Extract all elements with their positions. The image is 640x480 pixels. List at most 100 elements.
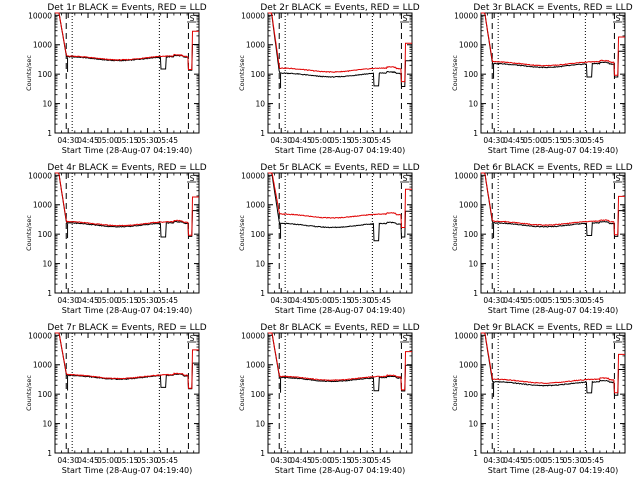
x-tick-label: 04:30 xyxy=(57,136,79,145)
y-tick-label: 1 xyxy=(47,129,52,138)
y-tick-label: 1 xyxy=(47,449,52,458)
y-tick-label: 10000 xyxy=(28,171,52,180)
y-axis-label: Counts/sec xyxy=(238,55,246,91)
y-tick-label: 10 xyxy=(255,100,265,109)
panel-title: Det 1r BLACK = Events, RED = LLD xyxy=(47,3,206,13)
x-tick-label: 05:45 xyxy=(369,296,391,305)
x-tick-label: 05:15 xyxy=(330,136,352,145)
detector-panel: Det 3r BLACK = Events, RED = LLD 1 10 100 10… xyxy=(451,3,633,155)
y-tick-label: 1 xyxy=(47,289,52,298)
x-tick-label: 05:30 xyxy=(350,296,372,305)
x-tick-label: 05:00 xyxy=(523,456,545,465)
y-tick-label: 10 xyxy=(42,260,52,269)
y-tick-label: 100 xyxy=(464,70,479,79)
y-axis-label: Counts/sec xyxy=(238,215,246,251)
detector-panel: Det 7r BLACK = Events, RED = LLD 1 10 100 10… xyxy=(25,323,207,475)
plot-frame xyxy=(267,332,413,454)
y-tick-label: 100 xyxy=(464,390,479,399)
corner-marker: S xyxy=(616,14,621,23)
y-tick-label: 1000 xyxy=(459,361,478,370)
panel-title: Det 9r BLACK = Events, RED = LLD xyxy=(473,323,632,333)
x-tick-label: 05:45 xyxy=(369,456,391,465)
x-tick-label: 04:30 xyxy=(57,296,79,305)
x-tick-label: 05:15 xyxy=(543,136,565,145)
x-tick-label: 05:00 xyxy=(523,296,545,305)
y-tick-label: 10000 xyxy=(454,171,478,180)
plot-frame xyxy=(480,12,626,134)
y-tick-label: 1000 xyxy=(33,201,52,210)
x-tick-label: 05:00 xyxy=(310,136,332,145)
x-tick-label: 05:00 xyxy=(97,296,119,305)
lld-series-line xyxy=(268,172,412,228)
x-tick-label: 05:15 xyxy=(330,296,352,305)
x-tick-label: 04:30 xyxy=(483,456,505,465)
x-tick-label: 05:45 xyxy=(582,136,604,145)
y-tick-label: 10 xyxy=(42,100,52,109)
plot-frame xyxy=(54,172,200,294)
plot-frame xyxy=(480,332,626,454)
lld-series-line xyxy=(481,172,625,236)
y-tick-label: 10 xyxy=(468,420,478,429)
y-tick-label: 1000 xyxy=(246,41,265,50)
x-tick-label: 05:45 xyxy=(582,296,604,305)
detector-panel: Det 4r BLACK = Events, RED = LLD 1 10 100 10… xyxy=(25,163,207,315)
panel-title: Det 6r BLACK = Events, RED = LLD xyxy=(473,163,632,173)
panel-title: Det 4r BLACK = Events, RED = LLD xyxy=(47,163,206,173)
x-tick-label: 05:30 xyxy=(563,136,585,145)
lld-series-line xyxy=(268,12,412,83)
x-tick-label: 04:45 xyxy=(290,296,312,305)
y-tick-label: 100 xyxy=(251,390,266,399)
corner-marker: S xyxy=(190,174,195,183)
y-axis-label: Counts/sec xyxy=(451,215,459,251)
events-series-line xyxy=(481,332,625,396)
x-tick-label: 04:45 xyxy=(77,136,99,145)
plot-frame xyxy=(54,332,200,454)
corner-marker: S xyxy=(190,14,195,23)
x-tick-label: 04:30 xyxy=(270,136,292,145)
x-tick-label: 04:30 xyxy=(270,456,292,465)
x-tick-label: 04:45 xyxy=(503,136,525,145)
x-tick-label: 05:30 xyxy=(137,136,159,145)
y-tick-label: 1 xyxy=(260,289,265,298)
x-axis-label: Start Time (28-Aug-07 04:19:40) xyxy=(62,306,193,315)
panel-title: Det 8r BLACK = Events, RED = LLD xyxy=(260,323,419,333)
detector-panel: Det 2r BLACK = Events, RED = LLD 1 10 100 10… xyxy=(238,3,420,155)
events-series-line xyxy=(481,172,625,237)
x-tick-label: 05:30 xyxy=(563,296,585,305)
y-tick-label: 10 xyxy=(255,260,265,269)
lld-series-line xyxy=(55,172,199,236)
x-axis-label: Start Time (28-Aug-07 04:19:40) xyxy=(62,146,193,155)
events-series-line xyxy=(481,12,625,78)
x-tick-label: 05:00 xyxy=(310,296,332,305)
x-tick-label: 05:15 xyxy=(117,136,139,145)
panel-title: Det 2r BLACK = Events, RED = LLD xyxy=(260,3,419,13)
x-tick-label: 04:45 xyxy=(77,296,99,305)
y-tick-label: 100 xyxy=(251,230,266,239)
plot-frame xyxy=(480,172,626,294)
x-tick-label: 04:45 xyxy=(290,136,312,145)
events-series-line xyxy=(268,172,412,242)
x-tick-label: 05:45 xyxy=(156,296,178,305)
x-tick-label: 04:30 xyxy=(57,456,79,465)
lld-series-line xyxy=(481,12,625,76)
corner-marker: S xyxy=(190,334,195,343)
corner-marker: S xyxy=(403,14,408,23)
lld-series-line xyxy=(268,332,412,391)
y-tick-label: 10000 xyxy=(28,331,52,340)
x-tick-label: 04:45 xyxy=(503,456,525,465)
x-tick-label: 05:00 xyxy=(97,136,119,145)
detector-panel: Det 9r BLACK = Events, RED = LLD 1 10 100 10… xyxy=(451,323,633,475)
x-tick-label: 05:00 xyxy=(310,456,332,465)
plot-frame xyxy=(267,172,413,294)
y-axis-label: Counts/sec xyxy=(238,375,246,411)
lld-series-line xyxy=(481,332,625,394)
y-tick-label: 1000 xyxy=(33,361,52,370)
y-tick-label: 10 xyxy=(468,100,478,109)
y-tick-label: 1 xyxy=(473,129,478,138)
x-tick-label: 05:45 xyxy=(156,456,178,465)
lld-series-line xyxy=(55,332,199,389)
y-tick-label: 1000 xyxy=(459,41,478,50)
y-tick-label: 100 xyxy=(38,70,53,79)
x-tick-label: 05:45 xyxy=(156,136,178,145)
